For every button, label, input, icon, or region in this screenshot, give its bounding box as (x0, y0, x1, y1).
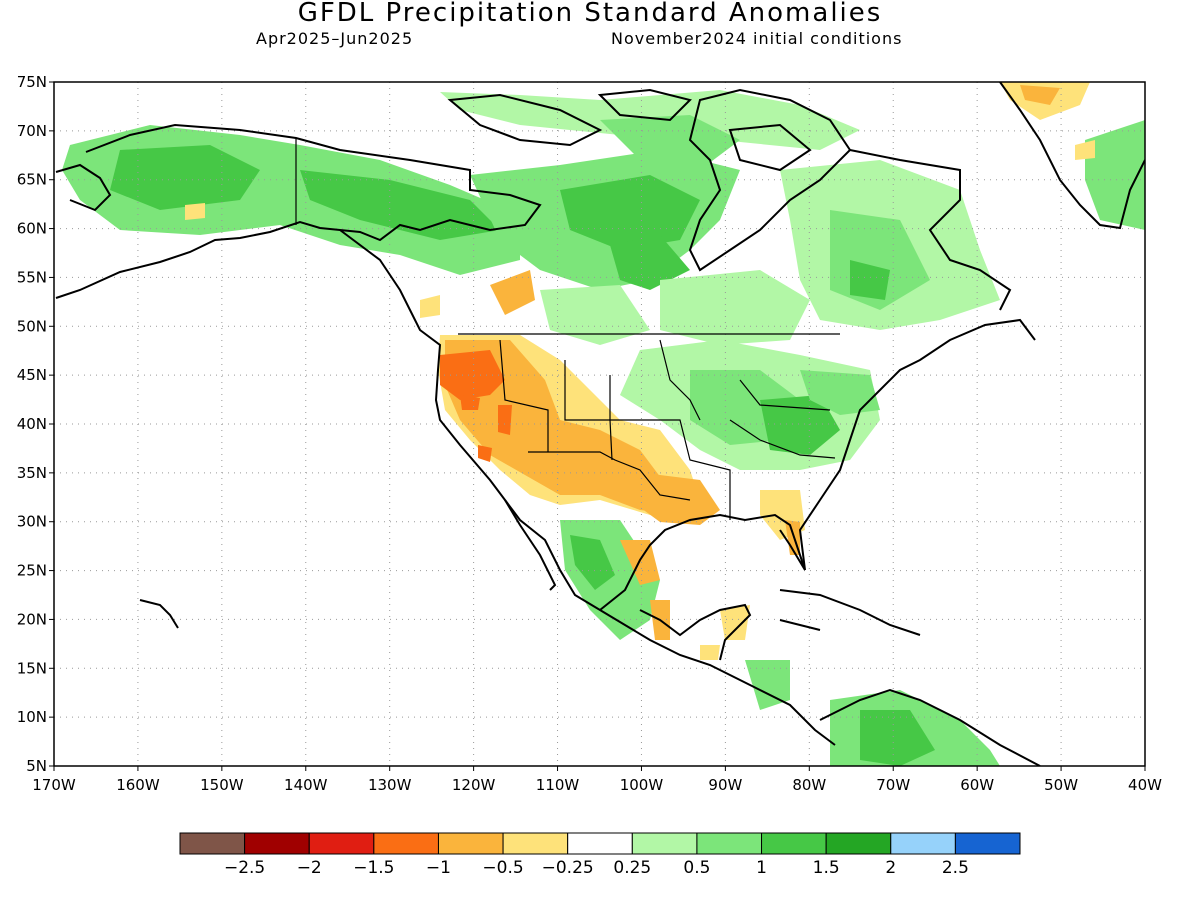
lat-label: 15N (17, 659, 47, 677)
lat-label: 10N (17, 708, 47, 726)
colorbar-swatch (502, 832, 569, 855)
map-frame (53, 81, 1146, 767)
colorbar (179, 832, 1021, 855)
colorbar-swatch (696, 832, 763, 855)
lat-label: 40N (17, 415, 47, 433)
colorbar-labels: −2.5 −2 −1.5 −1 −0.5 −0.25 0.25 0.5 1 1.5 2 2.5 (224, 858, 969, 878)
colorbar-label: −1.5 (353, 858, 394, 878)
lon-label: 140W (284, 776, 328, 794)
lon-label: 100W (620, 776, 664, 794)
lon-label: 60W (960, 776, 994, 794)
lat-label: 45N (17, 366, 47, 384)
colorbar-swatch (761, 832, 827, 855)
graticule (49, 81, 1146, 771)
colorbar-swatch (825, 832, 892, 855)
lat-label: 65N (17, 171, 47, 189)
lon-label: 80W (792, 776, 826, 794)
colorbar-label: 0.25 (613, 858, 651, 878)
colorbar-label: 2 (885, 858, 896, 878)
lon-label: 170W (32, 776, 76, 794)
colorbar-swatch (631, 832, 698, 855)
lat-label: 5N (26, 757, 47, 775)
longitude-labels: 170W 160W 150W 140W 130W 120W 110W 100W 90W 80W 70… (32, 776, 1162, 794)
anomaly-shading (62, 82, 1145, 766)
lon-label: 150W (200, 776, 244, 794)
colorbar-swatch (437, 832, 504, 855)
colorbar-label: −2.5 (224, 858, 265, 878)
colorbar-swatch (308, 832, 375, 855)
colorbar-swatch (954, 832, 1021, 855)
lon-label: 110W (536, 776, 580, 794)
colorbar-swatch (244, 832, 310, 855)
chart-title: GFDL Precipitation Standard Anomalies (297, 0, 883, 28)
colorbar-swatch (373, 832, 439, 855)
colorbar-label: −2 (297, 858, 322, 878)
lat-label: 35N (17, 464, 47, 482)
latitude-labels: 75N 70N 65N 60N 55N 50N 45N 40N 35N 30N 25N 20N 15N 1… (17, 73, 47, 775)
colorbar-label: 1.5 (813, 858, 840, 878)
colorbar-label: 1 (756, 858, 767, 878)
lon-label: 90W (708, 776, 742, 794)
forecast-period: Apr2025–Jun2025 (256, 29, 414, 48)
lat-label: 25N (17, 562, 47, 580)
colorbar-label: −0.5 (482, 858, 523, 878)
lon-label: 130W (368, 776, 412, 794)
colorbar-label: −1 (426, 858, 451, 878)
lat-label: 70N (17, 122, 47, 140)
lon-label: 160W (116, 776, 160, 794)
initial-conditions: November2024 initial conditions (611, 29, 903, 48)
colorbar-swatch (179, 832, 246, 855)
lon-label: 70W (876, 776, 910, 794)
colorbar-label: 0.5 (683, 858, 710, 878)
colorbar-label: 2.5 (942, 858, 969, 878)
lat-label: 75N (17, 73, 47, 91)
lat-label: 50N (17, 317, 47, 335)
political-borders (295, 138, 840, 520)
coastlines (55, 82, 1145, 766)
lat-label: 60N (17, 220, 47, 238)
colorbar-swatch (890, 832, 956, 855)
lat-label: 30N (17, 513, 47, 531)
colorbar-swatch (567, 832, 633, 855)
lon-label: 120W (452, 776, 496, 794)
lon-label: 50W (1044, 776, 1078, 794)
lat-label: 55N (17, 268, 47, 286)
colorbar-label: −0.25 (542, 858, 594, 878)
lat-label: 20N (17, 610, 47, 628)
lon-label: 40W (1128, 776, 1162, 794)
